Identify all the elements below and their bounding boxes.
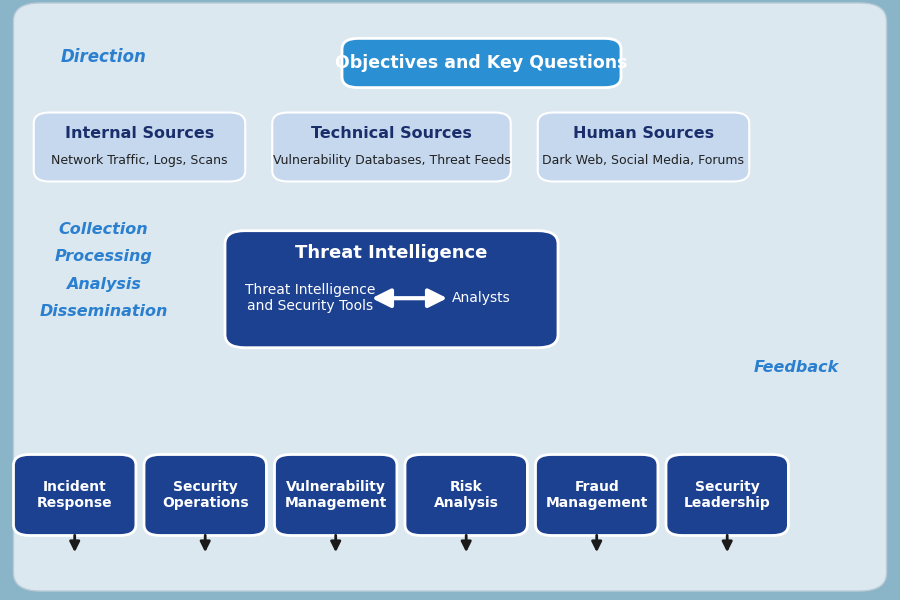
Text: Feedback: Feedback [754, 359, 839, 374]
FancyArrowPatch shape [622, 61, 785, 83]
FancyBboxPatch shape [405, 455, 527, 536]
Text: Analysis: Analysis [66, 277, 141, 292]
FancyBboxPatch shape [225, 231, 558, 348]
Text: Processing: Processing [55, 250, 152, 264]
FancyBboxPatch shape [14, 3, 886, 591]
FancyBboxPatch shape [537, 113, 749, 181]
Text: Vulnerability
Management: Vulnerability Management [284, 480, 387, 510]
FancyBboxPatch shape [666, 455, 788, 536]
Text: Vulnerability Databases, Threat Feeds: Vulnerability Databases, Threat Feeds [273, 154, 510, 167]
FancyArrowPatch shape [32, 181, 40, 527]
Text: Direction: Direction [60, 48, 147, 66]
Text: Objectives and Key Questions: Objectives and Key Questions [335, 54, 628, 72]
FancyBboxPatch shape [14, 455, 136, 536]
Text: Analysts: Analysts [452, 291, 511, 305]
Text: Technical Sources: Technical Sources [311, 127, 472, 141]
Text: Security
Operations: Security Operations [162, 480, 248, 510]
Text: Fraud
Management: Fraud Management [545, 480, 648, 510]
FancyBboxPatch shape [536, 455, 658, 536]
Text: Network Traffic, Logs, Scans: Network Traffic, Logs, Scans [51, 154, 228, 167]
Text: Threat Intelligence
and Security Tools: Threat Intelligence and Security Tools [246, 283, 375, 313]
FancyBboxPatch shape [342, 38, 621, 88]
Text: Security
Leadership: Security Leadership [684, 480, 770, 510]
Text: Risk
Analysis: Risk Analysis [434, 480, 499, 510]
FancyBboxPatch shape [34, 113, 245, 181]
Text: Collection: Collection [58, 221, 148, 236]
FancyBboxPatch shape [272, 113, 511, 181]
Text: Internal Sources: Internal Sources [65, 127, 214, 141]
Text: Dark Web, Social Media, Forums: Dark Web, Social Media, Forums [543, 154, 744, 167]
Text: Human Sources: Human Sources [573, 127, 714, 141]
FancyBboxPatch shape [144, 455, 266, 536]
Text: Threat Intelligence: Threat Intelligence [295, 244, 488, 262]
FancyBboxPatch shape [274, 455, 397, 536]
Text: Dissemination: Dissemination [40, 304, 167, 319]
Text: Incident
Response: Incident Response [37, 480, 112, 510]
